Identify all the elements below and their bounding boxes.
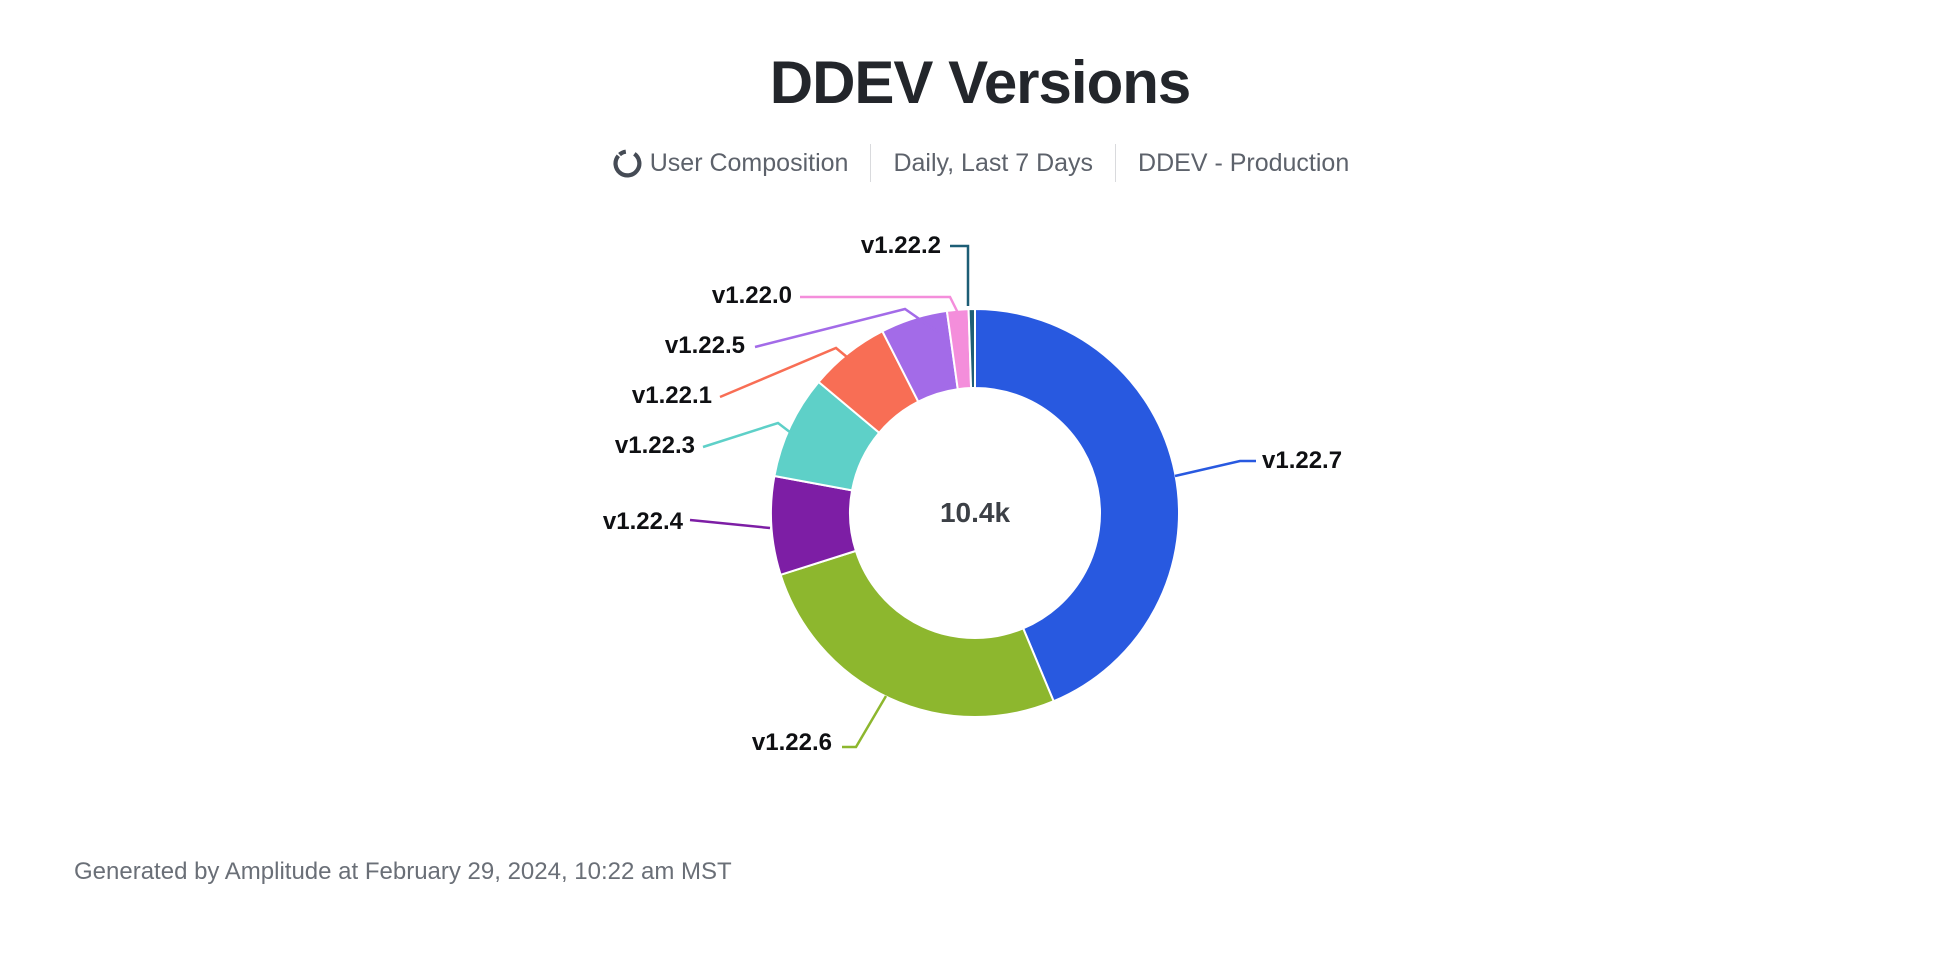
subtitle-chart-type: User Composition — [649, 148, 849, 177]
leader-line-v1.22.0 — [800, 295, 960, 314]
donut-chart-icon — [611, 147, 644, 180]
leader-line-v1.22.7 — [1174, 459, 1256, 478]
chart-subtitle: User Composition Daily, Last 7 Days DDEV… — [0, 140, 1960, 186]
donut-center-total: 10.4k — [939, 497, 1011, 528]
page-title: DDEV Versions — [769, 49, 1192, 116]
subtitle-project: DDEV - Production — [1138, 148, 1350, 177]
slice-label-v1.22.7: v1.22.7 — [1262, 447, 1343, 474]
leader-line-v1.22.1 — [719, 346, 854, 399]
slice-label-v1.22.3: v1.22.3 — [614, 432, 695, 459]
leader-line-v1.22.5 — [754, 307, 939, 349]
slice-label-v1.22.1: v1.22.1 — [631, 382, 712, 409]
slice-label-v1.22.4: v1.22.4 — [602, 508, 683, 535]
leader-line-v1.22.6 — [842, 695, 888, 749]
slice-v1.22.7[interactable] — [974, 308, 1180, 703]
subtitle-divider — [1115, 144, 1117, 182]
subtitle-date-range: Daily, Last 7 Days — [893, 148, 1094, 177]
leader-line-v1.22.3 — [702, 421, 796, 449]
slice-label-v1.22.6: v1.22.6 — [751, 729, 832, 756]
slice-label-v1.22.2: v1.22.2 — [860, 232, 941, 259]
leader-line-v1.22.4 — [689, 518, 771, 530]
slice-v1.22.2[interactable] — [967, 308, 976, 390]
generated-by-footer: Generated by Amplitude at February 29, 2… — [74, 858, 732, 885]
slice-label-v1.22.0: v1.22.0 — [711, 282, 792, 309]
subtitle-divider — [870, 144, 872, 182]
slice-label-v1.22.5: v1.22.5 — [664, 332, 745, 359]
leader-line-v1.22.2 — [950, 244, 970, 306]
slice-v1.22.6[interactable] — [779, 549, 1055, 718]
